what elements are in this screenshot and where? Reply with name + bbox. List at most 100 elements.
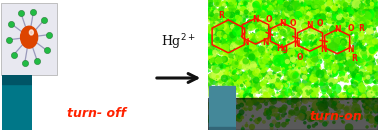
Point	[323, 62, 329, 64]
Point	[348, 67, 354, 69]
Point	[235, 36, 241, 38]
Point	[302, 0, 308, 1]
Point	[301, 97, 307, 99]
Point	[264, 8, 270, 10]
Point	[254, 120, 260, 122]
Point	[255, 89, 261, 91]
Point	[245, 97, 251, 99]
Point	[347, 55, 353, 57]
Point	[249, 49, 256, 51]
Point	[369, 8, 375, 10]
Point	[327, 79, 333, 81]
Point	[350, 31, 356, 33]
Point	[304, 98, 310, 100]
Point	[251, 52, 257, 54]
Point	[324, 26, 330, 28]
Point	[285, 72, 291, 74]
Point	[242, 91, 248, 93]
Point	[217, 80, 223, 82]
Bar	[209, 127, 235, 130]
Point	[218, 25, 224, 27]
Point	[293, 28, 299, 30]
Point	[226, 13, 232, 15]
Point	[364, 106, 370, 108]
Point	[251, 24, 257, 26]
Point	[292, 45, 298, 47]
Point	[302, 21, 308, 23]
Point	[252, 27, 258, 30]
Point	[344, 69, 350, 71]
Point	[314, 89, 320, 91]
Point	[352, 14, 358, 16]
Point	[323, 68, 329, 70]
Point	[355, 113, 361, 115]
Point	[375, 20, 378, 22]
Point	[350, 63, 356, 65]
Point	[273, 54, 279, 56]
Point	[336, 105, 342, 107]
Point	[258, 14, 264, 16]
Point	[278, 33, 284, 35]
Point	[369, 49, 375, 51]
Point	[248, 5, 254, 7]
Point	[257, 11, 263, 13]
Point	[233, 9, 239, 12]
Point	[275, 117, 281, 119]
Point	[263, 3, 269, 5]
Point	[243, 80, 249, 82]
Point	[333, 114, 339, 116]
Point	[219, 6, 225, 8]
Point	[268, 114, 274, 116]
Point	[286, 18, 292, 20]
Point	[250, 51, 256, 53]
Point	[294, 50, 300, 52]
Point	[322, 46, 328, 48]
Point	[298, 12, 304, 14]
Point	[263, 14, 269, 16]
Point	[249, 91, 255, 93]
Point	[294, 49, 301, 51]
Point	[356, 93, 362, 96]
Point	[213, 78, 219, 80]
Point	[338, 74, 344, 76]
Point	[259, 73, 265, 75]
Point	[337, 59, 343, 61]
Point	[224, 10, 230, 12]
Point	[334, 15, 340, 17]
Point	[331, 16, 337, 18]
Point	[282, 11, 288, 13]
Point	[222, 50, 228, 52]
Point	[341, 115, 347, 117]
Point	[293, 75, 299, 77]
Point	[323, 19, 329, 21]
Point	[373, 30, 378, 32]
Point	[209, 93, 215, 95]
Point	[207, 32, 213, 34]
Point	[274, 26, 280, 28]
Point	[240, 107, 246, 109]
Point	[343, 34, 349, 36]
Point	[259, 24, 265, 26]
Point	[354, 30, 360, 32]
Point	[371, 106, 377, 108]
Point	[263, 77, 270, 79]
Point	[275, 33, 281, 35]
Point	[216, 2, 222, 4]
Point	[358, 28, 364, 31]
Point	[257, 68, 263, 70]
Point	[309, 108, 315, 110]
Point	[337, 56, 343, 58]
Point	[252, 11, 258, 13]
Point	[229, 114, 235, 116]
Point	[327, 51, 333, 53]
Point	[293, 29, 299, 31]
Point	[310, 95, 316, 97]
Point	[223, 81, 229, 83]
Point	[269, 67, 275, 70]
Point	[313, 7, 319, 9]
Point	[233, 14, 239, 16]
Point	[227, 60, 233, 62]
Point	[294, 66, 300, 68]
Point	[285, 51, 291, 53]
Point	[367, 9, 373, 11]
